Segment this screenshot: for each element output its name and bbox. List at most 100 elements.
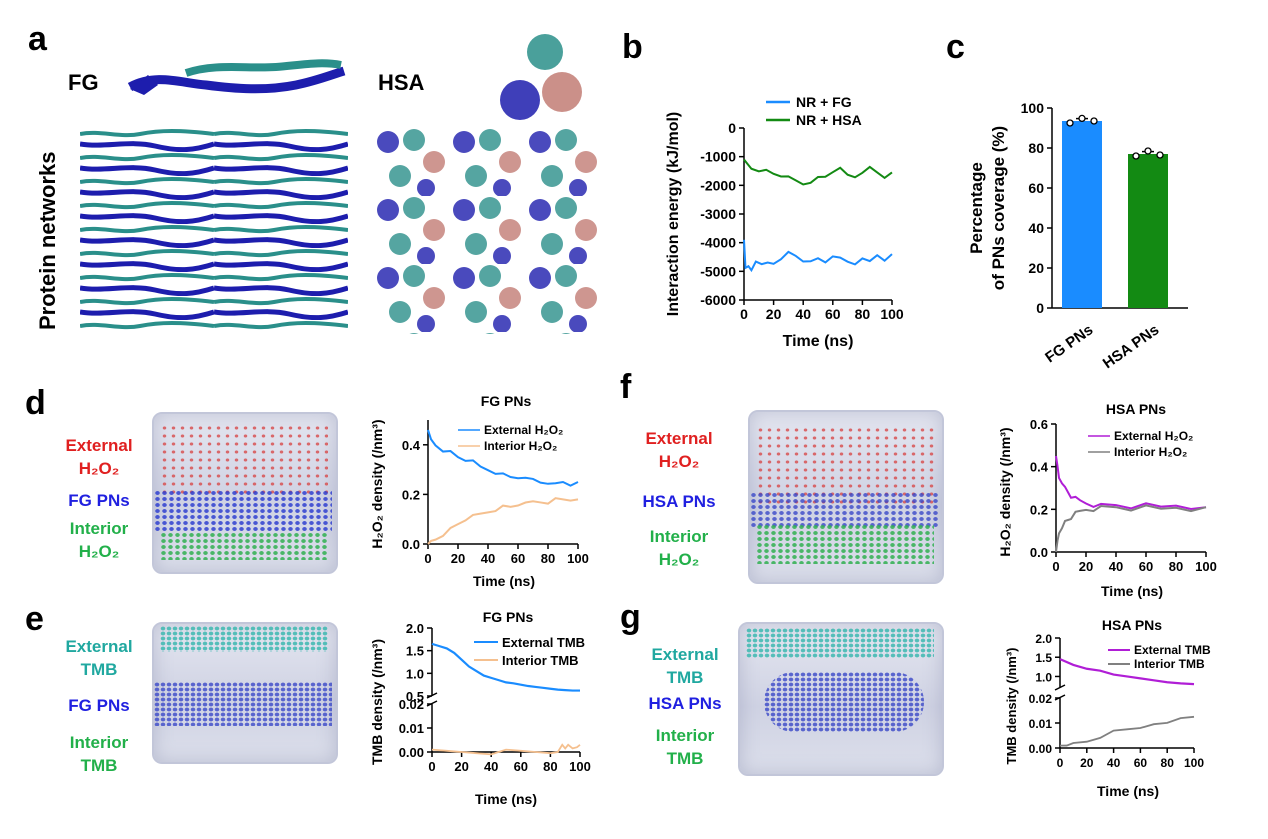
- legend-label: External H₂O₂: [484, 423, 563, 437]
- legend-label: Interior TMB: [502, 653, 579, 668]
- simulation-box-d: [152, 412, 338, 574]
- legend-label: External H₂O₂: [1114, 429, 1193, 443]
- panel-label-e: e: [25, 600, 44, 638]
- y-axis-label: H₂O₂ density (/nm³): [369, 419, 385, 548]
- series-line-1: [427, 497, 579, 545]
- legend-label: External TMB: [1134, 643, 1211, 657]
- x-tick-label: 40: [1109, 559, 1123, 574]
- protein-networks-label: Protein networks: [35, 151, 60, 330]
- legend-label: Interior H₂O₂: [1114, 445, 1187, 459]
- x-tick-label: 60: [511, 551, 525, 566]
- y-tick-label: 1.5: [1035, 651, 1052, 665]
- d-external-label: External H₂O₂: [65, 436, 133, 478]
- legend-label: NR + FG: [796, 94, 852, 110]
- hsa-network-image: [374, 128, 602, 334]
- y-axis-label: TMB density (/nm³): [369, 639, 385, 765]
- fg-molecule-image: [127, 59, 346, 95]
- x-tick-label: 20: [454, 759, 468, 774]
- x-tick-label: 60: [1134, 756, 1148, 770]
- series-line-1: [1055, 504, 1207, 553]
- data-point: [1066, 119, 1074, 127]
- series-line-0: [427, 429, 579, 487]
- x-tick-label: 60: [514, 759, 528, 774]
- e-interior-label: Interior TMB: [69, 733, 129, 775]
- y-tick-label: 0.0: [402, 537, 420, 552]
- y-tick-label: 1.0: [406, 666, 424, 681]
- y-tick-label: 0.01: [1029, 717, 1053, 731]
- panel-label-f: f: [620, 368, 632, 406]
- y-tick-label: -5000: [700, 263, 736, 279]
- x-tick-label: 60: [825, 306, 841, 322]
- y-tick-label: 60: [1028, 180, 1044, 196]
- panel-label-d: d: [25, 384, 46, 422]
- y-tick-label: 0.4: [1030, 460, 1049, 475]
- y-axis-label: H₂O₂ density (/nm³): [997, 427, 1013, 556]
- x-tick-label: 20: [1080, 756, 1094, 770]
- g-pns-label: HSA PNs: [648, 694, 722, 713]
- y-tick-label: -2000: [700, 177, 736, 193]
- y-tick-label: 0.2: [1030, 502, 1048, 517]
- chart-f-h2o2-density: 0 20 40 60 80 100 0.0 0.2 0.4 0.6 HSA PNs H₂O₂ dens…: [997, 401, 1217, 599]
- bar-0: [1062, 121, 1102, 308]
- chart-g-tmb-density: 1.0 1.5 2.0 0.00 0.01 0.02 0 20 40 60 80 100 HSA PNs…: [1004, 617, 1211, 799]
- x-tick-label: 100: [1195, 559, 1217, 574]
- series-line-0: [1059, 658, 1195, 686]
- series-line-1: [743, 158, 893, 186]
- x-category-label: FG PNs: [1042, 321, 1096, 366]
- legend-label: External TMB: [502, 635, 585, 650]
- panel-label-g: g: [620, 598, 641, 636]
- x-tick-label: 100: [1184, 756, 1204, 770]
- y-tick-label: 80: [1028, 140, 1044, 156]
- x-tick-label: 40: [484, 759, 498, 774]
- data-point: [1132, 152, 1140, 160]
- x-tick-label: 40: [481, 551, 495, 566]
- y-axis-label-line1: Percentage: [967, 162, 986, 254]
- x-tick-label: 40: [795, 306, 811, 322]
- legend-label: Interior TMB: [1134, 657, 1205, 671]
- axis-break: [1054, 684, 1066, 691]
- y-axis-label: Interaction energy (kJ/mol): [665, 112, 682, 317]
- y-tick-label: 0.00: [399, 745, 424, 760]
- chart-d-h2o2-density: 0 20 40 60 80 100 0.0 0.2 0.4 FG PNs H₂O₂ density …: [369, 393, 589, 589]
- x-axis-label: Time (ns): [783, 333, 854, 350]
- y-tick-label: 0.01: [399, 721, 424, 736]
- y-tick-label: 100: [1021, 100, 1045, 116]
- chart-c-coverage: 0 20 40 60 80 100 FG PNs HSA PNs Percentage of PN…: [967, 100, 1188, 372]
- y-tick-label: 2.0: [1035, 632, 1052, 646]
- y-tick-label: -4000: [700, 235, 736, 251]
- simulation-box-g: [738, 622, 944, 776]
- panel-label-c: c: [946, 28, 965, 66]
- y-tick-label: 0.00: [1029, 742, 1053, 756]
- y-tick-label: 2.0: [406, 621, 424, 636]
- series-line-1: [1059, 715, 1195, 747]
- y-tick-label: 1.0: [1035, 670, 1052, 684]
- y-axis-label-line2: of PNs coverage (%): [989, 126, 1008, 290]
- chart-e-tmb-density: 0.5 1.0 1.5 2.0 0.00 0.01 0.02 0 20 40 60 80 100 FG P…: [369, 609, 591, 807]
- x-tick-label: 20: [766, 306, 782, 322]
- series-line-0: [743, 239, 893, 273]
- x-tick-label: 100: [880, 306, 904, 322]
- x-tick-label: 0: [1052, 559, 1059, 574]
- x-tick-label: 20: [1079, 559, 1093, 574]
- x-tick-label: 40: [1107, 756, 1121, 770]
- x-tick-label: 80: [855, 306, 871, 322]
- panel-label-a: a: [28, 20, 47, 58]
- chart-title: HSA PNs: [1106, 401, 1166, 417]
- hsa-label: HSA: [378, 70, 425, 95]
- f-interior-label: Interior H₂O₂: [649, 527, 709, 569]
- y-tick-label: 0.6: [1030, 417, 1048, 432]
- y-tick-label: 0.0: [1030, 545, 1048, 560]
- series-line-0: [431, 642, 580, 692]
- chart-title: HSA PNs: [1102, 617, 1162, 633]
- chart-b-interaction-energy: 0 20 40 60 80 100 0 -1000 -2000 -3000 -4000 -5000 -6…: [665, 94, 904, 350]
- x-tick-label: 80: [543, 759, 557, 774]
- x-tick-label: 80: [1161, 756, 1175, 770]
- data-point: [1144, 147, 1152, 155]
- y-tick-label: 0.2: [402, 487, 420, 502]
- y-tick-label: 0.4: [402, 438, 421, 453]
- y-tick-label: -6000: [700, 292, 736, 308]
- e-pns-label: FG PNs: [68, 696, 130, 715]
- legend-label: Interior H₂O₂: [484, 439, 557, 453]
- y-tick-label: 0: [728, 120, 736, 136]
- y-tick-label: 0.5: [406, 689, 424, 704]
